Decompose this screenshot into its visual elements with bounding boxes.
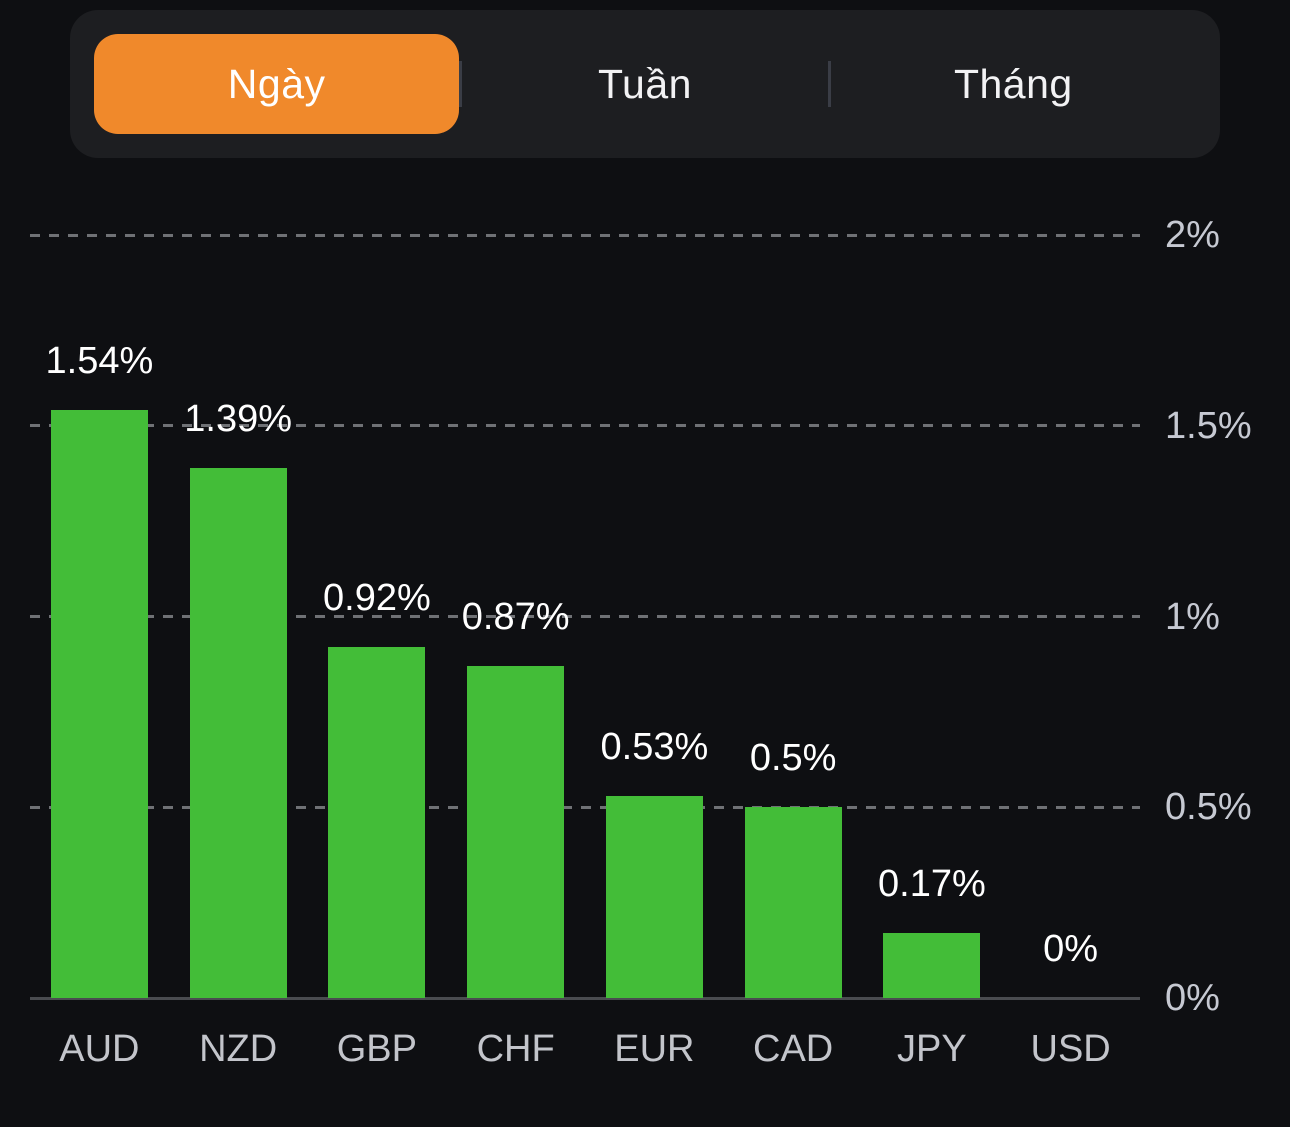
bar-value-label-CHF: 0.87% (461, 596, 570, 639)
segment-divider (459, 61, 463, 107)
bar-value-label-EUR: 0.53% (600, 725, 709, 768)
x-axis-line (30, 996, 1140, 1000)
x-category-label-CHF: CHF (476, 1028, 555, 1070)
x-category-label-USD: USD (1030, 1028, 1111, 1070)
bar-EUR (605, 795, 703, 998)
segment-divider (827, 61, 831, 107)
tab-day[interactable]: Ngày (94, 34, 460, 134)
y-tick-label: 2% (1165, 214, 1220, 256)
tab-month[interactable]: Tháng (953, 60, 1073, 107)
bar-value-label-CAD: 0.5% (749, 737, 837, 780)
gridline-2% (30, 233, 1140, 237)
x-category-label-CAD: CAD (753, 1028, 834, 1070)
y-tick-label: 0% (1165, 977, 1220, 1019)
gridline-1.5% (30, 424, 1140, 428)
period-segmented-control: Ngày Tuần Tháng (70, 10, 1220, 158)
bar-value-label-GBP: 0.92% (323, 577, 431, 620)
x-category-label-EUR: EUR (614, 1028, 695, 1070)
gridline-0.5% (30, 805, 1140, 809)
x-category-label-JPY: JPY (897, 1028, 967, 1070)
y-tick-label: 1.5% (1165, 404, 1252, 447)
x-category-label-GBP: GBP (336, 1028, 417, 1070)
bar-value-label-AUD: 1.54% (45, 340, 154, 383)
bar-CHF (467, 666, 565, 998)
bar-value-label-NZD: 1.39% (184, 397, 292, 440)
bar-NZD (189, 467, 287, 998)
bar-AUD (50, 410, 148, 998)
bar-value-label-JPY: 0.17% (878, 863, 986, 906)
tab-week[interactable]: Tuần (598, 60, 692, 107)
y-tick-label: 1% (1165, 595, 1220, 638)
bar-JPY (883, 933, 981, 998)
x-category-label-NZD: NZD (199, 1028, 278, 1070)
bar-value-label-USD: 0% (1043, 928, 1099, 970)
bar-CAD (744, 807, 842, 998)
gridline-1% (30, 615, 1140, 618)
y-tick-label: 0.5% (1165, 786, 1252, 829)
bar-GBP (328, 647, 426, 998)
x-category-label-AUD: AUD (59, 1028, 140, 1070)
